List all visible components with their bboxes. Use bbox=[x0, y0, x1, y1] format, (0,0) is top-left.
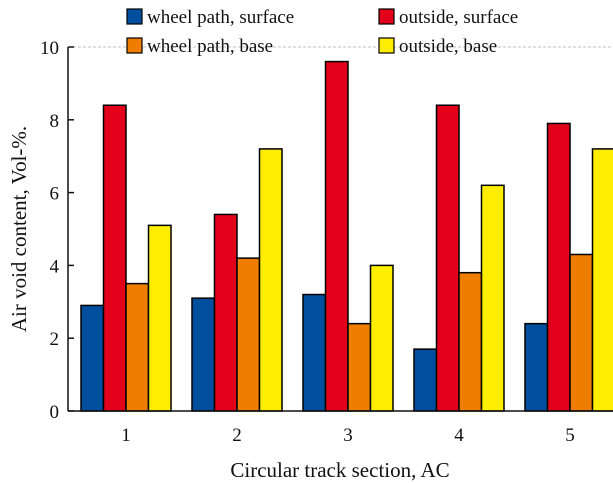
x-axis-label: Circular track section, AC bbox=[230, 458, 449, 482]
legend-label: outside, base bbox=[399, 36, 497, 57]
legend-label: wheel path, surface bbox=[147, 7, 294, 28]
bar bbox=[591, 148, 613, 412]
bar bbox=[147, 224, 172, 412]
x-tick-label: 4 bbox=[454, 425, 464, 446]
y-tick-label: 2 bbox=[50, 329, 60, 350]
bar bbox=[236, 257, 261, 412]
legend-swatch bbox=[126, 37, 143, 54]
bar bbox=[480, 184, 505, 412]
bar bbox=[524, 322, 549, 412]
y-axis-label: Air void content, Vol-%. bbox=[7, 126, 31, 332]
bar bbox=[458, 271, 483, 412]
bar bbox=[258, 148, 283, 412]
bar bbox=[347, 322, 372, 412]
bar bbox=[125, 282, 150, 412]
x-ticks: 1 2 3 4 5 bbox=[121, 405, 575, 446]
bar bbox=[80, 304, 105, 412]
legend: wheel path, surface outside, surface wheel… bbox=[126, 7, 518, 57]
bar bbox=[369, 264, 394, 412]
bar bbox=[546, 122, 571, 412]
bar bbox=[302, 293, 327, 412]
legend-swatch bbox=[126, 8, 143, 25]
y-tick-label: 6 bbox=[50, 184, 60, 205]
bar bbox=[213, 213, 238, 412]
x-tick-label: 1 bbox=[121, 425, 131, 446]
y-tick-label: 10 bbox=[40, 38, 59, 59]
bar bbox=[102, 104, 127, 412]
legend-label: wheel path, base bbox=[147, 36, 273, 57]
x-tick-label: 2 bbox=[232, 425, 242, 446]
bar bbox=[324, 60, 349, 412]
legend-label: outside, surface bbox=[399, 7, 518, 28]
x-tick-label: 3 bbox=[343, 425, 353, 446]
bar bbox=[191, 297, 216, 412]
y-tick-label: 4 bbox=[50, 256, 60, 277]
bar bbox=[413, 348, 438, 412]
legend-swatch bbox=[378, 8, 395, 25]
y-tick-label: 8 bbox=[50, 111, 60, 132]
x-tick-label: 5 bbox=[565, 425, 575, 446]
bars-group bbox=[80, 60, 613, 412]
bar bbox=[569, 253, 594, 412]
y-tick-label: 0 bbox=[50, 402, 60, 423]
legend-swatch bbox=[378, 37, 395, 54]
bar bbox=[435, 104, 460, 412]
y-ticks: 0 2 4 6 8 10 bbox=[40, 38, 74, 423]
